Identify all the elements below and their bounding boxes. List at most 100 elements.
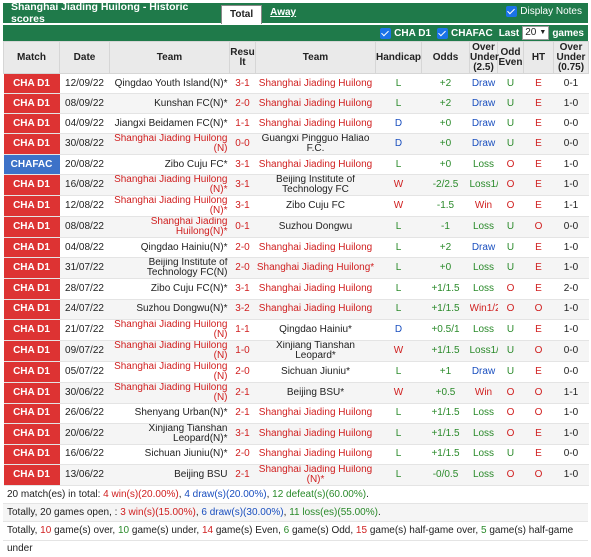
score[interactable]: 2-0 <box>229 257 256 280</box>
score[interactable]: 2-0 <box>229 444 256 465</box>
score[interactable]: 1-1 <box>229 113 256 135</box>
home-team[interactable]: Beijing BSU <box>109 464 230 486</box>
competition-badge[interactable]: CHA D1 <box>3 340 60 362</box>
home-team[interactable]: Shanghai Jiading Huilong (N) <box>109 382 230 404</box>
home-team[interactable]: Sichuan Jiuniu(N)* <box>109 444 230 465</box>
competition-badge[interactable]: CHA D1 <box>3 237 60 259</box>
home-team[interactable]: Zibo Cuju FC(N)* <box>109 278 230 300</box>
competition-badge[interactable]: CHA D1 <box>3 444 60 465</box>
away-team[interactable]: Shanghai Jiading Huilong <box>255 299 376 320</box>
away-team[interactable]: Beijing Institute of Technology FC <box>255 174 376 197</box>
home-team[interactable]: Shenyang Urban(N)* <box>109 403 230 424</box>
tab-away[interactable]: Away <box>270 7 297 18</box>
home-team[interactable]: Shanghai Jiading Huilong (N)* <box>109 174 230 197</box>
home-team[interactable]: Shanghai Jiading Huilong (N) <box>109 319 230 341</box>
score[interactable]: 2-1 <box>229 382 256 404</box>
away-team[interactable]: Sichuan Jiuniu* <box>255 361 376 383</box>
col-date: Date <box>59 41 110 74</box>
competition-badge[interactable]: CHA D1 <box>3 278 60 300</box>
odd-even: O <box>523 403 554 424</box>
away-team[interactable]: Beijing BSU* <box>255 382 376 404</box>
filter-cha-d1[interactable]: CHA D1 <box>380 27 431 39</box>
competition-badge[interactable]: CHA D1 <box>3 216 60 239</box>
away-team[interactable]: Shanghai Jiading Huilong <box>255 423 376 445</box>
away-team[interactable]: Qingdao Hainiu* <box>255 319 376 341</box>
away-team[interactable]: Suzhou Dongwu <box>255 216 376 239</box>
score[interactable]: 2-0 <box>229 93 256 115</box>
home-team[interactable]: Suzhou Dongwu(N)* <box>109 299 230 320</box>
score[interactable]: 3-1 <box>229 423 256 445</box>
last-games-select[interactable]: 20 ▼ <box>522 26 550 40</box>
score[interactable]: 0-0 <box>229 133 256 156</box>
summary-text: game(s) over, <box>51 525 118 537</box>
display-notes-toggle[interactable]: Display Notes <box>506 6 582 17</box>
home-team[interactable]: Qingdao Hainiu(N)* <box>109 237 230 259</box>
competition-badge[interactable]: CHA D1 <box>3 464 60 486</box>
match-date: 09/07/22 <box>59 340 110 362</box>
score[interactable]: 3-2 <box>229 299 256 320</box>
away-team[interactable]: Shanghai Jiading Huilong <box>255 237 376 259</box>
score[interactable]: 3-1 <box>229 195 256 218</box>
half-time-score: 0-0 <box>553 133 589 156</box>
away-team[interactable]: Shanghai Jiading Huilong <box>255 73 376 95</box>
competition-badge[interactable]: CHA D1 <box>3 382 60 404</box>
score[interactable]: 1-1 <box>229 319 256 341</box>
competition-badge[interactable]: CHA D1 <box>3 319 60 341</box>
score[interactable]: 2-1 <box>229 403 256 424</box>
competition-badge[interactable]: CHA D1 <box>3 299 60 320</box>
summary-end: . <box>366 488 369 500</box>
tab-total[interactable]: Total <box>221 4 263 24</box>
away-team[interactable]: Shanghai Jiading Huilong <box>255 154 376 176</box>
competition-badge[interactable]: CHA D1 <box>3 93 60 115</box>
competition-badge[interactable]: CHA D1 <box>3 133 60 156</box>
score[interactable]: 2-0 <box>229 361 256 383</box>
home-team[interactable]: Beijing Institute of Technology FC(N) <box>109 257 230 280</box>
score[interactable]: 3-1 <box>229 174 256 197</box>
home-team[interactable]: Xinjiang Tianshan Leopard(N)* <box>109 423 230 445</box>
odd-even: O <box>523 382 554 404</box>
competition-badge[interactable]: CHA D1 <box>3 174 60 197</box>
home-team[interactable]: Qingdao Youth Island(N)* <box>109 73 230 95</box>
home-team[interactable]: Jiangxi Beidamen FC(N)* <box>109 113 230 135</box>
away-team[interactable]: Zibo Cuju FC <box>255 195 376 218</box>
home-team[interactable]: Kunshan FC(N)* <box>109 93 230 115</box>
home-team[interactable]: Shanghai Jiading Huilong (N) <box>109 361 230 383</box>
home-team[interactable]: Shanghai Jiading Huilong(N)* <box>109 216 230 239</box>
competition-badge[interactable]: CHA D1 <box>3 423 60 445</box>
score[interactable]: 2-0 <box>229 237 256 259</box>
home-team[interactable]: Shanghai Jiading Huilong (N) <box>109 133 230 156</box>
competition-badge[interactable]: CHAFAC <box>3 154 60 176</box>
away-team[interactable]: Shanghai Jiading Huilong <box>255 403 376 424</box>
score[interactable]: 2-1 <box>229 464 256 486</box>
competition-badge[interactable]: CHA D1 <box>3 73 60 95</box>
col-over-under: Over Under (2.5) <box>469 41 499 74</box>
home-team[interactable]: Zibo Cuju FC* <box>109 154 230 176</box>
competition-badge[interactable]: CHA D1 <box>3 403 60 424</box>
competition-badge[interactable]: CHA D1 <box>3 113 60 135</box>
score[interactable]: 3-1 <box>229 154 256 176</box>
score[interactable]: 0-1 <box>229 216 256 239</box>
chafac-checkbox[interactable] <box>437 27 449 39</box>
display-notes-checkbox[interactable] <box>506 6 518 17</box>
handicap-value: +0.5/1 <box>421 319 470 341</box>
cha-d1-checkbox[interactable] <box>380 27 392 39</box>
away-team[interactable]: Shanghai Jiading Huilong* <box>255 257 376 280</box>
competition-badge[interactable]: CHA D1 <box>3 257 60 280</box>
away-team[interactable]: Shanghai Jiading Huilong <box>255 93 376 115</box>
competition-badge[interactable]: CHA D1 <box>3 195 60 218</box>
competition-badge[interactable]: CHA D1 <box>3 361 60 383</box>
away-team[interactable]: Guangxi Pingguo Haliao F.C. <box>255 133 376 156</box>
score[interactable]: 3-1 <box>229 278 256 300</box>
score[interactable]: 1-0 <box>229 340 256 362</box>
home-team[interactable]: Shanghai Jiading Huilong (N) <box>109 340 230 362</box>
filter-chafac[interactable]: CHAFAC <box>437 27 493 39</box>
score[interactable]: 3-1 <box>229 73 256 95</box>
home-team[interactable]: Shanghai Jiading Huilong (N)* <box>109 195 230 218</box>
away-team[interactable]: Shanghai Jiading Huilong (N)* <box>255 464 376 486</box>
result-letter: L <box>375 73 422 95</box>
handicap-value: +1/1.5 <box>421 340 470 362</box>
away-team[interactable]: Shanghai Jiading Huilong <box>255 444 376 465</box>
away-team[interactable]: Shanghai Jiading Huilong <box>255 278 376 300</box>
away-team[interactable]: Xinjiang Tianshan Leopard* <box>255 340 376 362</box>
away-team[interactable]: Shanghai Jiading Huilong <box>255 113 376 135</box>
